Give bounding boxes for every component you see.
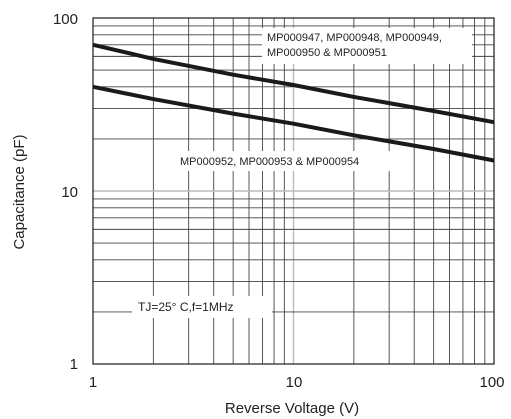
series1-label-line1: MP000947, MP000948, MP000949, xyxy=(267,32,442,44)
grid xyxy=(93,18,494,364)
series1-label-box xyxy=(262,28,472,64)
series1-label-line2: MP000950 & MP000951 xyxy=(267,47,387,59)
y-axis-title: Capacitance (pF) xyxy=(11,134,28,249)
series2-label: MP000952, MP000953 & MP000954 xyxy=(180,156,359,168)
y-tick-label-10: 10 xyxy=(61,184,78,201)
series-line-2 xyxy=(92,84,495,163)
curves xyxy=(92,42,495,163)
conditions-label-box xyxy=(132,296,272,318)
x-tick-label-100: 100 xyxy=(479,374,504,391)
x-axis-title: Reverse Voltage (V) xyxy=(225,400,359,417)
conditions-label: TJ=25° C,f=1MHz xyxy=(138,300,234,314)
y-tick-label-100: 100 xyxy=(53,11,78,28)
x-tick-label-10: 10 xyxy=(286,374,303,391)
plot-frame xyxy=(92,17,495,365)
y-tick-label-1: 1 xyxy=(70,356,78,373)
x-tick-label-1: 1 xyxy=(89,374,97,391)
series2-label-box xyxy=(176,151,390,171)
series-line-1 xyxy=(92,42,495,125)
